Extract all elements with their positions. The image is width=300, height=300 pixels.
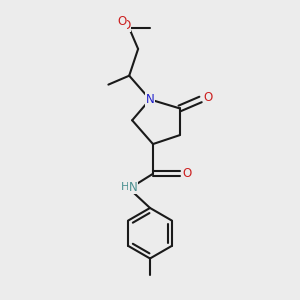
Text: O: O [117, 15, 126, 28]
Text: H: H [121, 182, 129, 192]
Text: O: O [122, 19, 131, 32]
Text: N: N [146, 93, 154, 106]
Text: N: N [128, 181, 137, 194]
Text: O: O [203, 92, 213, 104]
Text: O: O [182, 167, 192, 180]
